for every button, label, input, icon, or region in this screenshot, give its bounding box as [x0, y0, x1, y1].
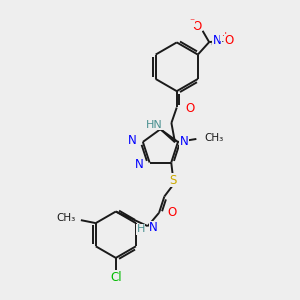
Text: CH₃: CH₃ [205, 134, 224, 143]
Text: ⁻: ⁻ [189, 17, 194, 27]
Text: N: N [213, 34, 222, 46]
Text: CH₃: CH₃ [56, 213, 76, 223]
Text: O: O [225, 34, 234, 47]
Text: O: O [167, 206, 177, 219]
Text: N: N [179, 135, 188, 148]
Text: +: + [221, 31, 228, 40]
Text: N: N [135, 158, 144, 170]
Text: S: S [169, 174, 176, 187]
Text: H: H [136, 224, 145, 234]
Text: N: N [128, 134, 137, 147]
Text: HN: HN [146, 120, 163, 130]
Text: Cl: Cl [110, 271, 122, 284]
Text: O: O [193, 20, 202, 33]
Text: O: O [185, 103, 194, 116]
Text: N: N [149, 221, 158, 234]
